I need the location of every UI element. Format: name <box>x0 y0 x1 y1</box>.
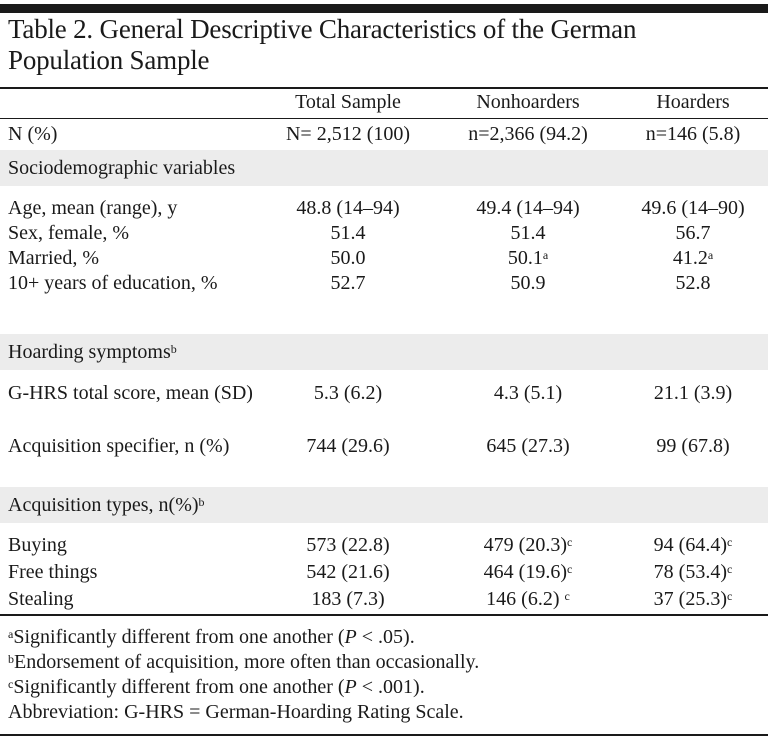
row-label: Buying <box>8 534 67 556</box>
cell: 51.4 <box>510 222 546 244</box>
cell: 21.1 (3.9) <box>653 382 733 404</box>
cell: 146 (6.2) c <box>486 588 570 610</box>
cell: 56.7 <box>675 222 711 244</box>
row-label: Stealing <box>8 588 74 610</box>
cell: 94 (64.4)c <box>653 534 733 556</box>
footnote-marker: c <box>727 535 733 549</box>
cell: 50.0 <box>330 247 366 269</box>
footnote-marker: b <box>8 652 14 666</box>
column-header-nonhoarders: Nonhoarders <box>476 91 580 113</box>
row-label: N (%) <box>8 123 58 145</box>
footnote-marker: c <box>567 562 573 576</box>
column-header-total: Total Sample <box>295 91 401 113</box>
section-heading: Sociodemographic variables <box>0 150 768 186</box>
table-row: Stealing 183 (7.3) 146 (6.2) c 37 (25.3)c <box>0 586 768 612</box>
cell: 52.8 <box>675 272 711 294</box>
cell: 52.7 <box>330 272 366 294</box>
table-row: Acquisition specifier, n (%) 744 (29.6) 64… <box>0 433 768 459</box>
footnote-marker: a <box>707 248 714 262</box>
cell: 573 (22.8) <box>306 534 390 556</box>
cell: 744 (29.6) <box>306 435 390 457</box>
footnote-marker: b <box>198 495 205 509</box>
cell: n=2,366 (94.2) <box>468 123 588 145</box>
table-row: Married, % 50.0 50.1a 41.2a <box>0 245 768 271</box>
cell: 479 (20.3)c <box>483 534 573 556</box>
cell: 4.3 (5.1) <box>493 382 563 404</box>
subheader-rule <box>0 118 768 119</box>
table-row: Free things 542 (21.6) 464 (19.6)c 78 (53.4… <box>0 559 768 585</box>
header-rule <box>0 87 768 89</box>
cell: 464 (19.6)c <box>483 561 573 583</box>
cell: n=146 (5.8) <box>645 123 741 145</box>
cell: 99 (67.8) <box>656 435 730 457</box>
table-row: G-HRS total score, mean (SD) 5.3 (6.2) 4.3… <box>0 380 768 406</box>
footnote-marker: c <box>564 589 570 603</box>
table-row: 10+ years of education, % 52.7 50.9 52.8 <box>0 270 768 296</box>
footnote: cSignificantly different from one anothe… <box>8 676 425 698</box>
cell: 48.8 (14–94) <box>296 197 400 219</box>
table-row: Sex, female, % 51.4 51.4 56.7 <box>0 220 768 246</box>
footnote-marker: c <box>727 562 733 576</box>
table-row: Age, mean (range), y 48.8 (14–94) 49.4 (14… <box>0 195 768 221</box>
cell: 51.4 <box>330 222 366 244</box>
column-header-hoarders: Hoarders <box>656 91 730 113</box>
row-label: 10+ years of education, % <box>8 272 218 294</box>
cell: 5.3 (6.2) <box>313 382 383 404</box>
row-label: Sex, female, % <box>8 222 130 244</box>
top-rule <box>0 4 768 13</box>
cell: 78 (53.4)c <box>653 561 733 583</box>
cell: 542 (21.6) <box>306 561 390 583</box>
section-heading-text: Hoarding symptoms <box>8 341 171 363</box>
footnote-marker: a <box>542 248 549 262</box>
row-label: Acquisition specifier, n (%) <box>8 435 230 457</box>
column-header-label <box>0 89 258 115</box>
section-heading: Acquisition types, n(%)b <box>0 487 768 523</box>
cell: 41.2a <box>672 247 714 269</box>
footnote: bEndorsement of acquisition, more often … <box>8 651 480 673</box>
cell: 49.6 (14–90) <box>641 197 745 219</box>
row-label: Free things <box>8 561 98 583</box>
row-label: G-HRS total score, mean (SD) <box>8 382 253 404</box>
column-header-row: Total Sample Nonhoarders Hoarders <box>0 89 768 115</box>
row-label: Married, % <box>8 247 100 269</box>
cell: N= 2,512 (100) <box>285 123 411 145</box>
footnote-marker: c <box>8 677 14 691</box>
cell: 183 (7.3) <box>311 588 385 610</box>
footnote: aSignificantly different from one anothe… <box>8 626 415 648</box>
section-heading: Hoarding symptomsb <box>0 334 768 370</box>
section-heading-text: Sociodemographic variables <box>8 157 236 179</box>
footnote-marker: c <box>727 589 733 603</box>
footnote-marker: c <box>567 535 573 549</box>
cell: 37 (25.3)c <box>653 588 733 610</box>
row-label: Age, mean (range), y <box>8 197 178 219</box>
bottom-rule <box>0 734 768 736</box>
cell: 50.9 <box>510 272 546 294</box>
bottom-table-rule <box>0 614 768 616</box>
footnote-marker: a <box>8 627 14 641</box>
footnote-marker: b <box>170 342 177 356</box>
table-row: Buying 573 (22.8) 479 (20.3)c 94 (64.4)c <box>0 532 768 558</box>
n-row: N (%) N= 2,512 (100) n=2,366 (94.2) n=14… <box>0 121 768 147</box>
footnote: Abbreviation: G-HRS = German-Hoarding Ra… <box>8 701 464 723</box>
table-title: Table 2. General Descriptive Characteris… <box>8 14 637 75</box>
cell: 49.4 (14–94) <box>476 197 580 219</box>
section-heading-text: Acquisition types, n(%) <box>8 494 199 516</box>
cell: 645 (27.3) <box>486 435 570 457</box>
cell: 50.1a <box>507 247 549 269</box>
